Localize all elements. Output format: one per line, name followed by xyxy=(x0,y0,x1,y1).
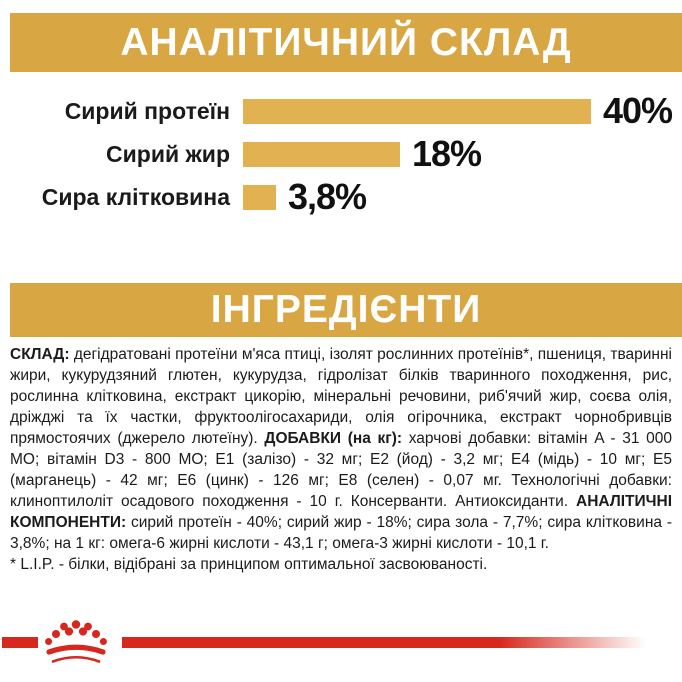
bar-row-3: Сира клітковина 3,8% xyxy=(0,176,682,217)
royal-canin-crown-paw-icon xyxy=(45,620,107,663)
brand-stripe-right xyxy=(122,637,646,648)
bar-category-label: Сирий протеїн xyxy=(64,97,230,124)
bar-row-1: Сирий протеїн 40% xyxy=(0,90,682,131)
bar-category-label: Сирий жир xyxy=(106,140,230,167)
analytical-composition-header: АНАЛІТИЧНИЙ СКЛАД xyxy=(10,13,682,72)
value-bar xyxy=(243,184,276,210)
bar-row-2: Сирий жир 18% xyxy=(0,133,682,174)
value-bar xyxy=(243,98,591,124)
lip-footnote: * L.I.P. - білки, відібрані за принципом… xyxy=(10,556,488,573)
bar-value-label: 40% xyxy=(603,90,673,131)
bar-value-label: 3,8% xyxy=(288,176,367,217)
bar-value-label: 18% xyxy=(412,133,482,174)
ingredients-text-block: СКЛАД: дегідратовані протеїни м'яса птиц… xyxy=(10,344,672,575)
bar-category-label: Сира клітковина xyxy=(41,183,230,210)
analytical-composition-title: АНАЛІТИЧНИЙ СКЛАД xyxy=(120,20,572,64)
ingredients-paragraph: СКЛАД: дегідратовані протеїни м'яса птиц… xyxy=(10,346,672,552)
ingredients-header: ІНГРЕДІЄНТИ xyxy=(10,283,682,337)
brand-stripe-left xyxy=(2,637,38,648)
ingredients-title: ІНГРЕДІЄНТИ xyxy=(210,288,482,331)
value-bar xyxy=(243,141,400,167)
